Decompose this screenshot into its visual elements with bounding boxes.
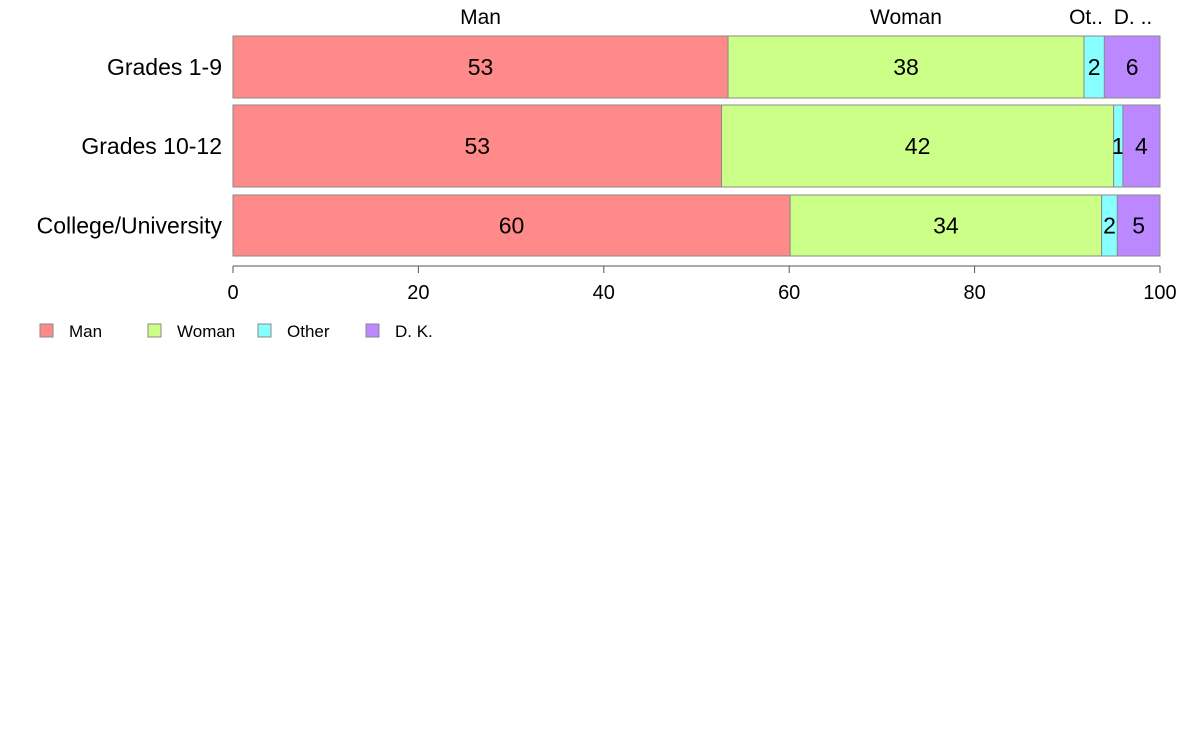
x-tick-label: 40: [593, 282, 615, 304]
data-label: 5: [1132, 213, 1145, 239]
legend-entry-label: Man: [69, 322, 102, 341]
top-category-label: Ot..: [1069, 6, 1103, 29]
x-tick-label: 100: [1143, 282, 1176, 304]
x-tick-label: 80: [963, 282, 985, 304]
bar-segment: [232, 35, 729, 99]
data-label: 6: [1126, 54, 1139, 80]
data-label: 60: [499, 213, 525, 239]
category-labels: Grades 1-9 Grades 10-12 College/University: [37, 54, 223, 239]
bars: 53 38 2 653 42 1 460 34 2 5: [232, 35, 1161, 257]
data-label: 34: [933, 213, 959, 239]
legend: Man Woman Other D. K.: [39, 322, 433, 341]
data-label: 4: [1135, 133, 1148, 159]
x-tick-label: 20: [407, 282, 429, 304]
bar-segment: [1103, 35, 1161, 99]
legend-swatch: [147, 323, 162, 338]
data-label: 42: [905, 133, 931, 159]
x-tick-label: 60: [778, 282, 800, 304]
top-category-label: Woman: [870, 6, 942, 29]
top-category-label: D. ..: [1114, 6, 1153, 29]
legend-entry-label: Other: [287, 322, 330, 341]
x-axis: 0 20 40 60 80 100: [227, 265, 1177, 304]
bar-segment: [232, 194, 791, 257]
bar-segment: [727, 35, 1085, 99]
category-label: Grades 1-9: [107, 54, 222, 80]
legend-swatch: [39, 323, 54, 338]
data-label: 2: [1088, 54, 1101, 80]
bar-segment: [232, 104, 723, 188]
bar-segment: [1116, 194, 1161, 257]
legend-swatch: [257, 323, 272, 338]
top-category-label: Man: [460, 6, 501, 29]
data-label: 2: [1103, 213, 1116, 239]
x-tick-label: 0: [227, 282, 238, 304]
category-label: College/University: [37, 213, 223, 239]
bar-segment: [789, 194, 1103, 257]
bar-segment: [1122, 104, 1161, 188]
bar-segment: [721, 104, 1115, 188]
data-label: 1: [1112, 133, 1125, 159]
legend-entry-label: D. K.: [395, 322, 433, 341]
data-label: 38: [893, 54, 919, 80]
data-label: 53: [464, 133, 490, 159]
legend-swatch: [365, 323, 380, 338]
data-label: 53: [468, 54, 494, 80]
legend-entry-label: Woman: [177, 322, 235, 341]
category-label: Grades 10-12: [81, 133, 222, 159]
top-category-labels: Man Woman Ot.. D. ..: [460, 6, 1152, 29]
